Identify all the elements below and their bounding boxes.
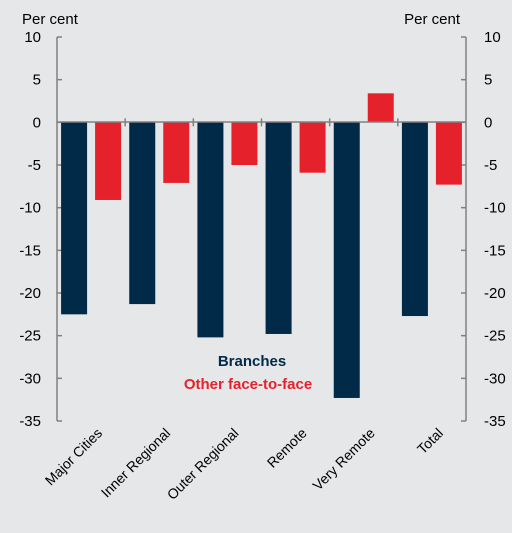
- bar-branches: [197, 122, 223, 337]
- left-ytick-label: -35: [19, 413, 41, 430]
- right-ytick-label: -25: [484, 328, 506, 345]
- left-ytick-label: -20: [19, 285, 41, 302]
- bar-branches: [129, 122, 155, 304]
- left-axis-unit: Per cent: [22, 11, 79, 28]
- right-ytick-label: -5: [484, 157, 497, 174]
- bar-other-face-to-face: [95, 122, 121, 200]
- right-ytick-label: 5: [484, 72, 492, 89]
- left-ytick-label: -25: [19, 328, 41, 345]
- left-ytick-label: 10: [24, 29, 41, 46]
- right-axis-unit: Per cent: [404, 11, 461, 28]
- bar-branches: [61, 122, 87, 314]
- x-category-label: Very Remote: [309, 425, 378, 494]
- right-ytick-label: -10: [484, 200, 506, 217]
- bar-branches: [334, 122, 360, 398]
- bar-other-face-to-face: [436, 122, 462, 184]
- x-category-label: Remote: [264, 425, 310, 471]
- x-category-label: Inner Regional: [98, 425, 174, 501]
- bar-branches: [266, 122, 292, 334]
- legend-branches: Branches: [218, 353, 286, 370]
- left-ytick-label: -5: [28, 157, 41, 174]
- bar-other-face-to-face: [300, 122, 326, 172]
- bar-branches: [402, 122, 428, 316]
- right-ytick-label: 0: [484, 114, 492, 131]
- legend-other-face-to-face: Other face-to-face: [184, 376, 312, 393]
- right-ytick-label: -35: [484, 413, 506, 430]
- x-category-label: Total: [414, 425, 446, 457]
- right-ytick-label: -30: [484, 370, 506, 387]
- bar-other-face-to-face: [163, 122, 189, 183]
- bar-other-face-to-face: [231, 122, 257, 165]
- x-category-label: Outer Regional: [164, 425, 242, 503]
- left-ytick-label: 0: [33, 114, 41, 131]
- x-category-label: Major Cities: [42, 425, 106, 489]
- left-ytick-label: -15: [19, 242, 41, 259]
- left-ytick-label: 5: [33, 72, 41, 89]
- right-ytick-label: 10: [484, 29, 501, 46]
- right-ytick-label: -15: [484, 242, 506, 259]
- bar-other-face-to-face: [368, 93, 394, 122]
- right-ytick-label: -20: [484, 285, 506, 302]
- left-ytick-label: -30: [19, 370, 41, 387]
- left-ytick-label: -10: [19, 200, 41, 217]
